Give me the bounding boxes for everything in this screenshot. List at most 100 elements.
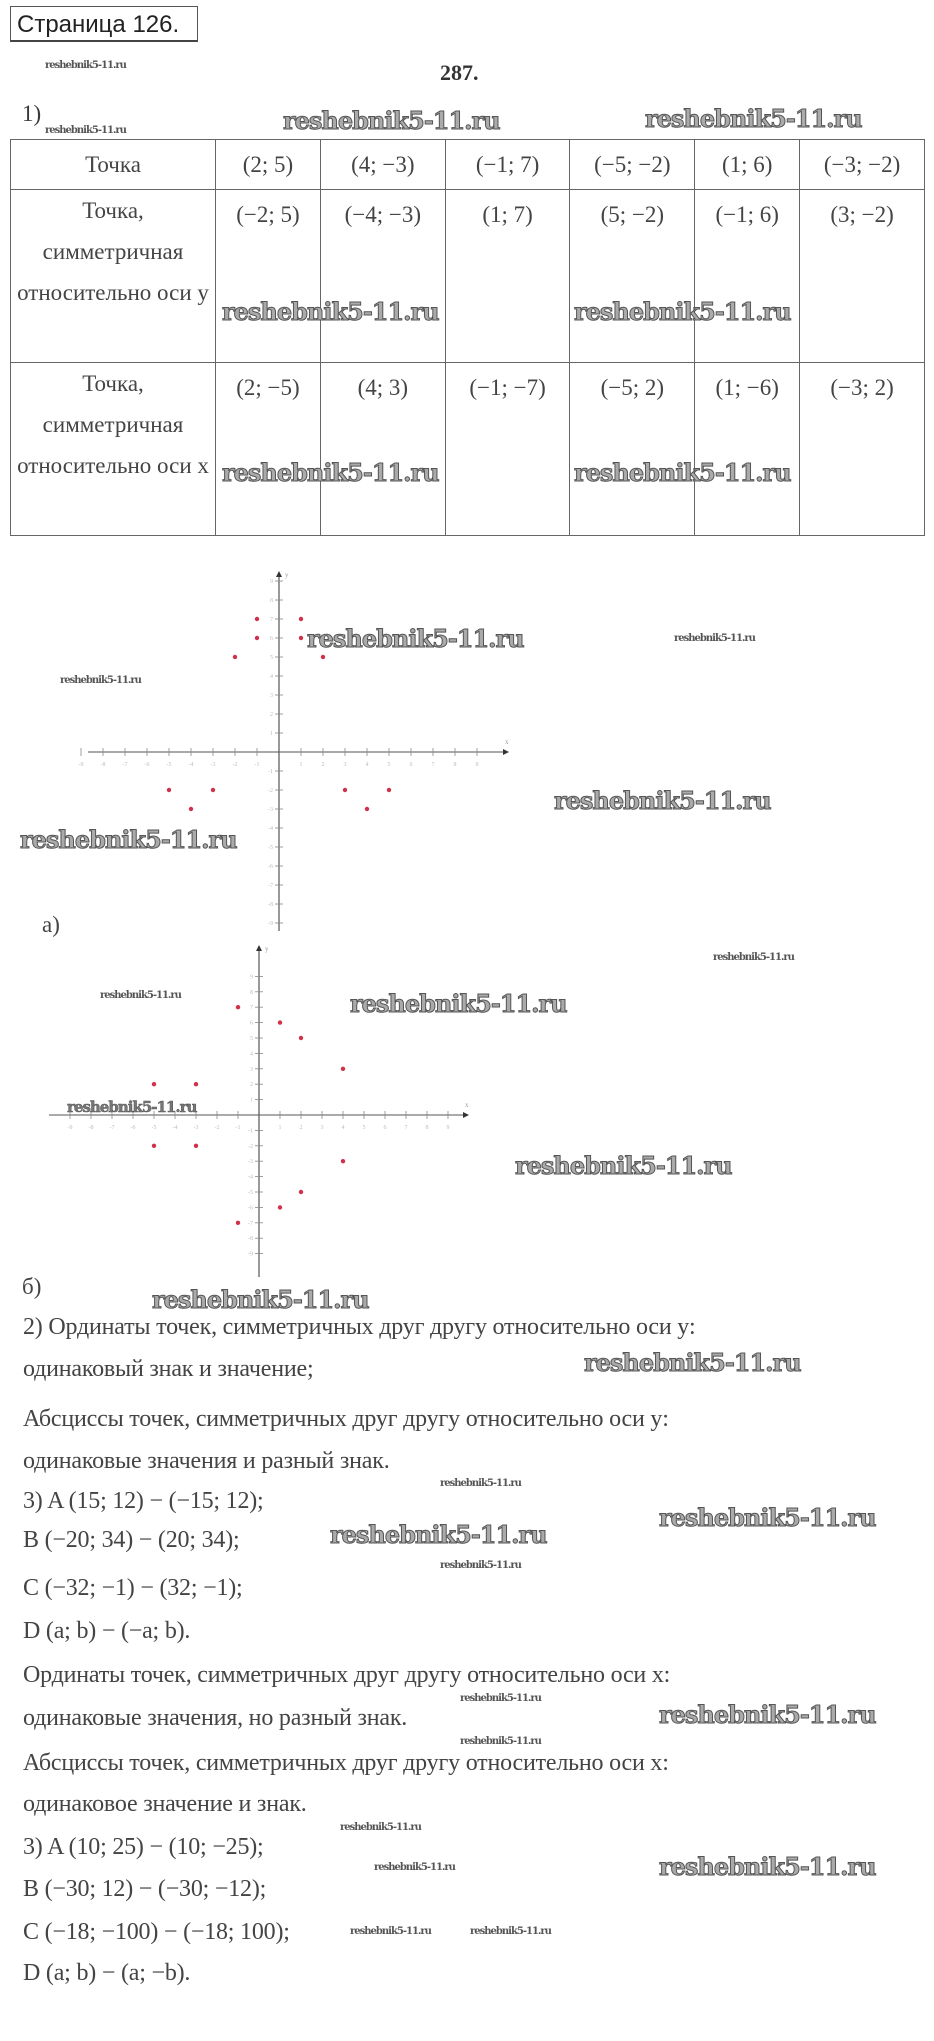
text-line: 2) Ординаты точек, симметричных друг дру… [23,1314,696,1340]
watermark: reshebnik5-11.ru [674,633,756,644]
plot-b-x-tick-label: -8 [89,1125,94,1131]
plot-b-y-tick-label: 7 [250,1005,253,1011]
watermark: reshebnik5-11.ru [45,60,127,71]
row-header: Точка, симметричная относительно оси y [10,189,216,363]
plot-b-y-tick-label: 2 [250,1082,253,1088]
text-line: одинаковые значения и разный знак. [23,1448,390,1474]
plot-b-point [277,1020,283,1025]
plot-a-x-tick-label: 1 [300,762,303,768]
plot-a-x-tick-label: 8 [454,762,457,768]
plot-b-point [277,1205,283,1210]
watermark: reshebnik5-11.ru [440,1560,522,1571]
plot-a-point [166,787,172,793]
plot-a-point [232,654,238,660]
plot-b-x-label: x [465,1101,469,1109]
plot-b-y-tick-label: 9 [250,974,253,980]
plot-a-y-tick-label: -1 [268,769,273,775]
plot-a-x-label: x [505,738,509,746]
plot-b-point [340,1066,346,1072]
plot-b-y-tick-label: -5 [248,1190,253,1196]
watermark: reshebnik5-11.ru [659,1852,878,1882]
plot-b-y-arrow [256,945,262,951]
plot-a-y-label: y [285,571,289,579]
plot-b-y-tick-label: -3 [248,1159,253,1165]
plot-a-x-tick-label: -6 [145,762,150,768]
plot-a-point [298,616,304,622]
watermark: reshebnik5-11.ru [645,104,864,134]
table-cell: (−3; 2) [799,362,925,536]
plot-a-y-tick-label: 2 [270,712,273,718]
watermark: reshebnik5-11.ru [222,458,441,488]
text-line: одинаковое значение и знак. [23,1791,307,1817]
plot-b-y-tick-label: -8 [248,1236,253,1242]
watermark: reshebnik5-11.ru [283,106,502,136]
table-cell: (−3; −2) [799,139,925,190]
watermark: reshebnik5-11.ru [67,1098,198,1117]
plot-b-x-tick-label: 9 [447,1125,450,1131]
plot-b-y-tick-label: -7 [248,1221,253,1227]
plot-a-y-tick-label: 8 [270,598,273,604]
plot-b-point [298,1189,304,1195]
plot-b-y-tick-label: -6 [248,1205,253,1211]
plot-b-x-tick-label: -9 [68,1125,73,1131]
watermark: reshebnik5-11.ru [374,1862,456,1873]
plot-b-y-tick-label: 5 [250,1036,253,1042]
plot-b-y-tick-label: -2 [248,1144,253,1150]
plot-a-label: а) [42,912,60,937]
plot-b-y-tick-label: 4 [250,1051,253,1057]
watermark: reshebnik5-11.ru [515,1151,734,1181]
plot-b-y-label: y [265,945,269,953]
table-cell: (−1; 7) [444,139,571,190]
plot-a-point [364,806,370,812]
watermark: reshebnik5-11.ru [470,1926,552,1937]
text-line: Ординаты точек, симметричных друг другу … [23,1662,671,1688]
text-line: 3) A (10; 25) − (10; −25); [23,1834,264,1860]
plot-a-point [254,635,260,641]
table-row: Точка, симметричная относительно оси x (… [10,362,925,536]
plot-a-y-tick-label: 7 [270,617,273,623]
plot-a-y-tick-label: 3 [270,693,273,699]
task-number: 287. [440,60,479,85]
text-line: D (a; b) − (a; −b). [23,1960,191,1986]
table-cell: (−4; −3) [319,189,446,363]
plot-b-point [151,1082,157,1087]
watermark: reshebnik5-11.ru [574,458,793,488]
plot-a-y-tick-label: 6 [270,636,273,642]
watermark: reshebnik5-11.ru [460,1693,542,1704]
watermark: reshebnik5-11.ru [20,825,239,855]
plot-b-point [193,1082,199,1087]
watermark: reshebnik5-11.ru [60,675,142,686]
text-line: B (−30; 12) − (−30; −12); [23,1876,267,1902]
plot-a-y-tick-label: 4 [270,674,273,680]
plot-b-point [235,1005,241,1010]
text-line: B (−20; 34) − (20; 34); [23,1527,240,1553]
plot-b-x-tick-label: 8 [426,1125,429,1131]
plot-a-y-tick-label: 1 [270,731,273,737]
plot-b-x-tick-label: 4 [342,1125,345,1131]
text-line: Абсциссы точек, симметричных друг другу … [23,1750,669,1776]
watermark: reshebnik5-11.ru [460,1736,542,1747]
plot-a-y-tick-label: -5 [268,845,273,851]
plot-a-point [254,616,260,622]
plot-a-x-tick-label: -5 [167,762,172,768]
plot-a-x-arrow [503,749,509,755]
plot-b-x-tick-label: 7 [405,1125,408,1131]
plot-b-y-tick-label: -9 [248,1252,253,1258]
table-cell: (2; 5) [215,139,321,190]
table-cell: (4; 3) [319,362,446,536]
symmetry-table: Точка (2; 5) (4; −3) (−1; 7) (−5; −2) (1… [10,139,925,536]
plot-a-x-tick-label: 3 [344,762,347,768]
plot-b-x-tick-label: -4 [173,1125,178,1131]
plot-a-x-tick-label: 5 [388,762,391,768]
table-cell: (1; 7) [444,189,571,363]
plot-a-x-tick-label: -7 [123,762,128,768]
watermark: reshebnik5-11.ru [584,1348,803,1378]
watermark: reshebnik5-11.ru [659,1503,878,1533]
plot-b-x-tick-label: 5 [363,1125,366,1131]
plot-a-y-tick-label: -7 [268,883,273,889]
table-cell: (5; −2) [569,189,696,363]
watermark: reshebnik5-11.ru [222,297,441,327]
text-line: C (−32; −1) − (32; −1); [23,1575,243,1601]
text-line: Абсциссы точек, симметричных друг другу … [23,1406,669,1432]
table-cell: (1; −6) [694,362,801,536]
